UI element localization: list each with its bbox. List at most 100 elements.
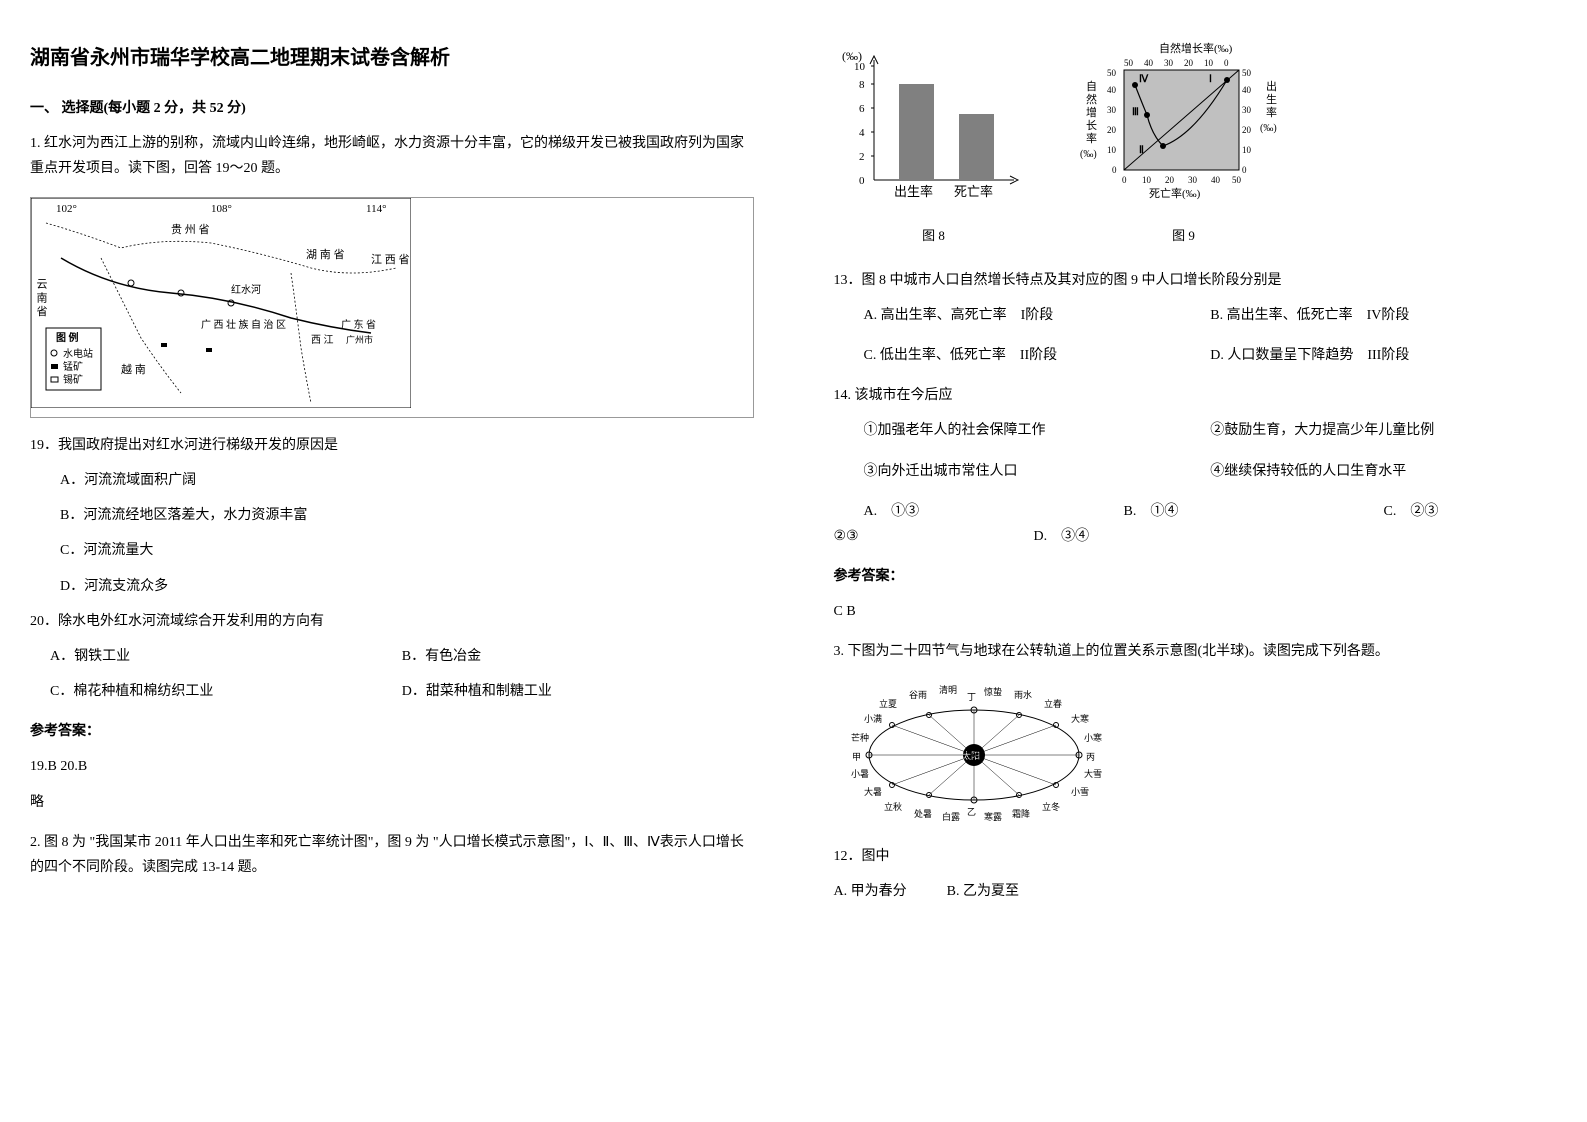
city-guangzhou: 广州市 [346, 334, 373, 345]
svg-text:寒露: 寒露 [984, 811, 1002, 822]
legend-sn: 锡矿 [63, 373, 83, 386]
fig8-cat-death: 死亡率 [954, 184, 993, 199]
svg-text:大雪: 大雪 [1084, 768, 1102, 779]
svg-text:大暑: 大暑 [864, 786, 882, 797]
svg-text:40: 40 [1107, 85, 1117, 95]
svg-text:Ⅳ: Ⅳ [1139, 74, 1149, 85]
svg-text:乙: 乙 [967, 807, 976, 817]
q20-optB: B．有色冶金 [402, 644, 754, 669]
q20-optC: C．棉花种植和棉纺织工业 [50, 679, 402, 704]
prov-yunnan: 云 南 省 [35, 278, 48, 317]
fig8-caption: 图 8 [834, 224, 1034, 247]
q12-optB: B. 乙为夏至 [947, 879, 1019, 904]
svg-text:长: 长 [1086, 119, 1097, 132]
fig9-wrapper: 自然增长率(‰) 50 40 30 20 10 0 0 10 20 [1074, 40, 1294, 248]
fig9-ylabel-right: 出 [1266, 79, 1277, 93]
svg-text:40: 40 [1242, 85, 1252, 95]
q13-stem: 13．图 8 中城市人口自然增长特点及其对应的图 9 中人口增长阶段分别是 [834, 268, 1558, 293]
svg-text:小暑: 小暑 [851, 769, 869, 779]
svg-text:增: 增 [1086, 105, 1097, 119]
left-column: 湖南省永州市瑞华学校高二地理期末试卷含解析 一、 选择题(每小题 2 分，共 5… [30, 40, 754, 909]
svg-text:(‰): (‰) [1260, 123, 1277, 134]
lon-114: 114° [366, 203, 387, 215]
q2-charts: (‰) 0 2 4 6 8 10 出生率 死亡率 图 8 [834, 40, 1558, 248]
fig9-caption: 图 9 [1074, 224, 1294, 247]
svg-text:(‰): (‰) [1080, 149, 1097, 160]
q2-answer: C B [834, 599, 1558, 624]
svg-text:甲: 甲 [852, 752, 861, 762]
q14-stem: 14. 该城市在今后应 [834, 383, 1558, 408]
q13-optB: B. 高出生率、低死亡率 IV阶段 [1210, 303, 1557, 328]
q1-answer: 19.B 20.B [30, 754, 754, 779]
svg-text:白露: 白露 [942, 811, 960, 822]
prov-hunan: 湖 南 省 [306, 248, 345, 261]
svg-text:丙: 丙 [1086, 752, 1095, 762]
svg-text:10: 10 [1242, 145, 1252, 155]
svg-text:0: 0 [1112, 165, 1117, 175]
fig8-cat-birth: 出生率 [894, 184, 933, 199]
svg-text:处暑: 处暑 [914, 808, 932, 819]
svg-text:50: 50 [1242, 68, 1252, 78]
svg-text:大寒: 大寒 [1071, 713, 1089, 724]
q20-stem: 20．除水电外红水河流域综合开发利用的方向有 [30, 609, 754, 634]
q19-optD: D．河流支流众多 [60, 574, 754, 599]
svg-text:生: 生 [1266, 92, 1277, 106]
svg-text:10: 10 [1142, 175, 1152, 185]
q14-optC: C. ②③ [1384, 499, 1464, 524]
section-1-header: 一、 选择题(每小题 2 分，共 52 分) [30, 96, 754, 121]
q20-optD: D．甜菜种植和制糖工业 [402, 679, 754, 704]
country-vietnam: 越 南 [121, 362, 146, 376]
q2-answer-label: 参考答案： [834, 564, 1558, 589]
q19-optB: B．河流流经地区落差大，水力资源丰富 [60, 503, 754, 528]
svg-text:立冬: 立冬 [1042, 801, 1060, 812]
q14-opt3: ③向外迁出城市常住人口 [864, 459, 1211, 484]
svg-text:惊蛰: 惊蛰 [984, 686, 1002, 697]
svg-text:2: 2 [859, 151, 865, 163]
q1-answer-label: 参考答案： [30, 719, 754, 744]
svg-text:然: 然 [1086, 92, 1097, 106]
svg-text:Ⅱ: Ⅱ [1139, 145, 1144, 156]
svg-text:0: 0 [859, 175, 865, 187]
legend-mn: 锰矿 [63, 360, 83, 373]
svg-text:小雪: 小雪 [1071, 787, 1089, 797]
svg-text:芒种: 芒种 [851, 732, 869, 743]
svg-text:30: 30 [1188, 175, 1198, 185]
svg-text:10: 10 [1204, 58, 1214, 68]
svg-text:10: 10 [854, 61, 866, 73]
q14-optA: A. ①③ [864, 499, 1124, 524]
legend-hydro: 水电站 [63, 347, 93, 360]
svg-text:小寒: 小寒 [1084, 732, 1102, 743]
q19-optA: A．河流流域面积广阔 [60, 468, 754, 493]
svg-text:50: 50 [1124, 58, 1134, 68]
svg-text:0: 0 [1122, 175, 1127, 185]
fig9-line-chart: 自然增长率(‰) 50 40 30 20 10 0 0 10 20 [1074, 40, 1294, 210]
svg-text:0: 0 [1224, 58, 1229, 68]
lon-108: 108° [211, 203, 232, 215]
q14-optB: B. ①④ [1124, 499, 1384, 524]
svg-text:立秋: 立秋 [884, 801, 902, 812]
fig9-ylabel-left: 自 [1086, 80, 1097, 93]
q19-optC: C．河流流量大 [60, 538, 754, 563]
q3-stem: 3. 下图为二十四节气与地球在公转轨道上的位置关系示意图(北半球)。读图完成下列… [834, 639, 1558, 664]
svg-text:率: 率 [1086, 131, 1097, 145]
q3-orbit-figure: 太阳 [834, 675, 1558, 834]
lon-102: 102° [56, 203, 77, 215]
q14-optD: D. ③④ [1034, 524, 1090, 549]
q13-optC: C. 低出生率、低死亡率 II阶段 [864, 343, 1211, 368]
svg-text:霜降: 霜降 [1012, 808, 1030, 819]
prov-guizhou: 贵 州 省 [171, 223, 210, 236]
fig8-bar-death [959, 114, 994, 180]
q1-answer-note: 略 [30, 790, 754, 815]
q20-optA: A．钢铁工业 [50, 644, 402, 669]
right-column: (‰) 0 2 4 6 8 10 出生率 死亡率 图 8 [834, 40, 1558, 909]
svg-text:Ⅲ: Ⅲ [1132, 107, 1139, 118]
svg-text:立夏: 立夏 [879, 698, 897, 709]
svg-text:雨水: 雨水 [1014, 689, 1032, 700]
svg-text:50: 50 [1107, 68, 1117, 78]
svg-text:立春: 立春 [1044, 698, 1062, 709]
svg-text:丁: 丁 [967, 692, 976, 702]
svg-text:40: 40 [1211, 175, 1221, 185]
svg-text:小满: 小满 [864, 714, 882, 724]
fig8-wrapper: (‰) 0 2 4 6 8 10 出生率 死亡率 图 8 [834, 40, 1034, 248]
svg-text:率: 率 [1266, 105, 1277, 119]
